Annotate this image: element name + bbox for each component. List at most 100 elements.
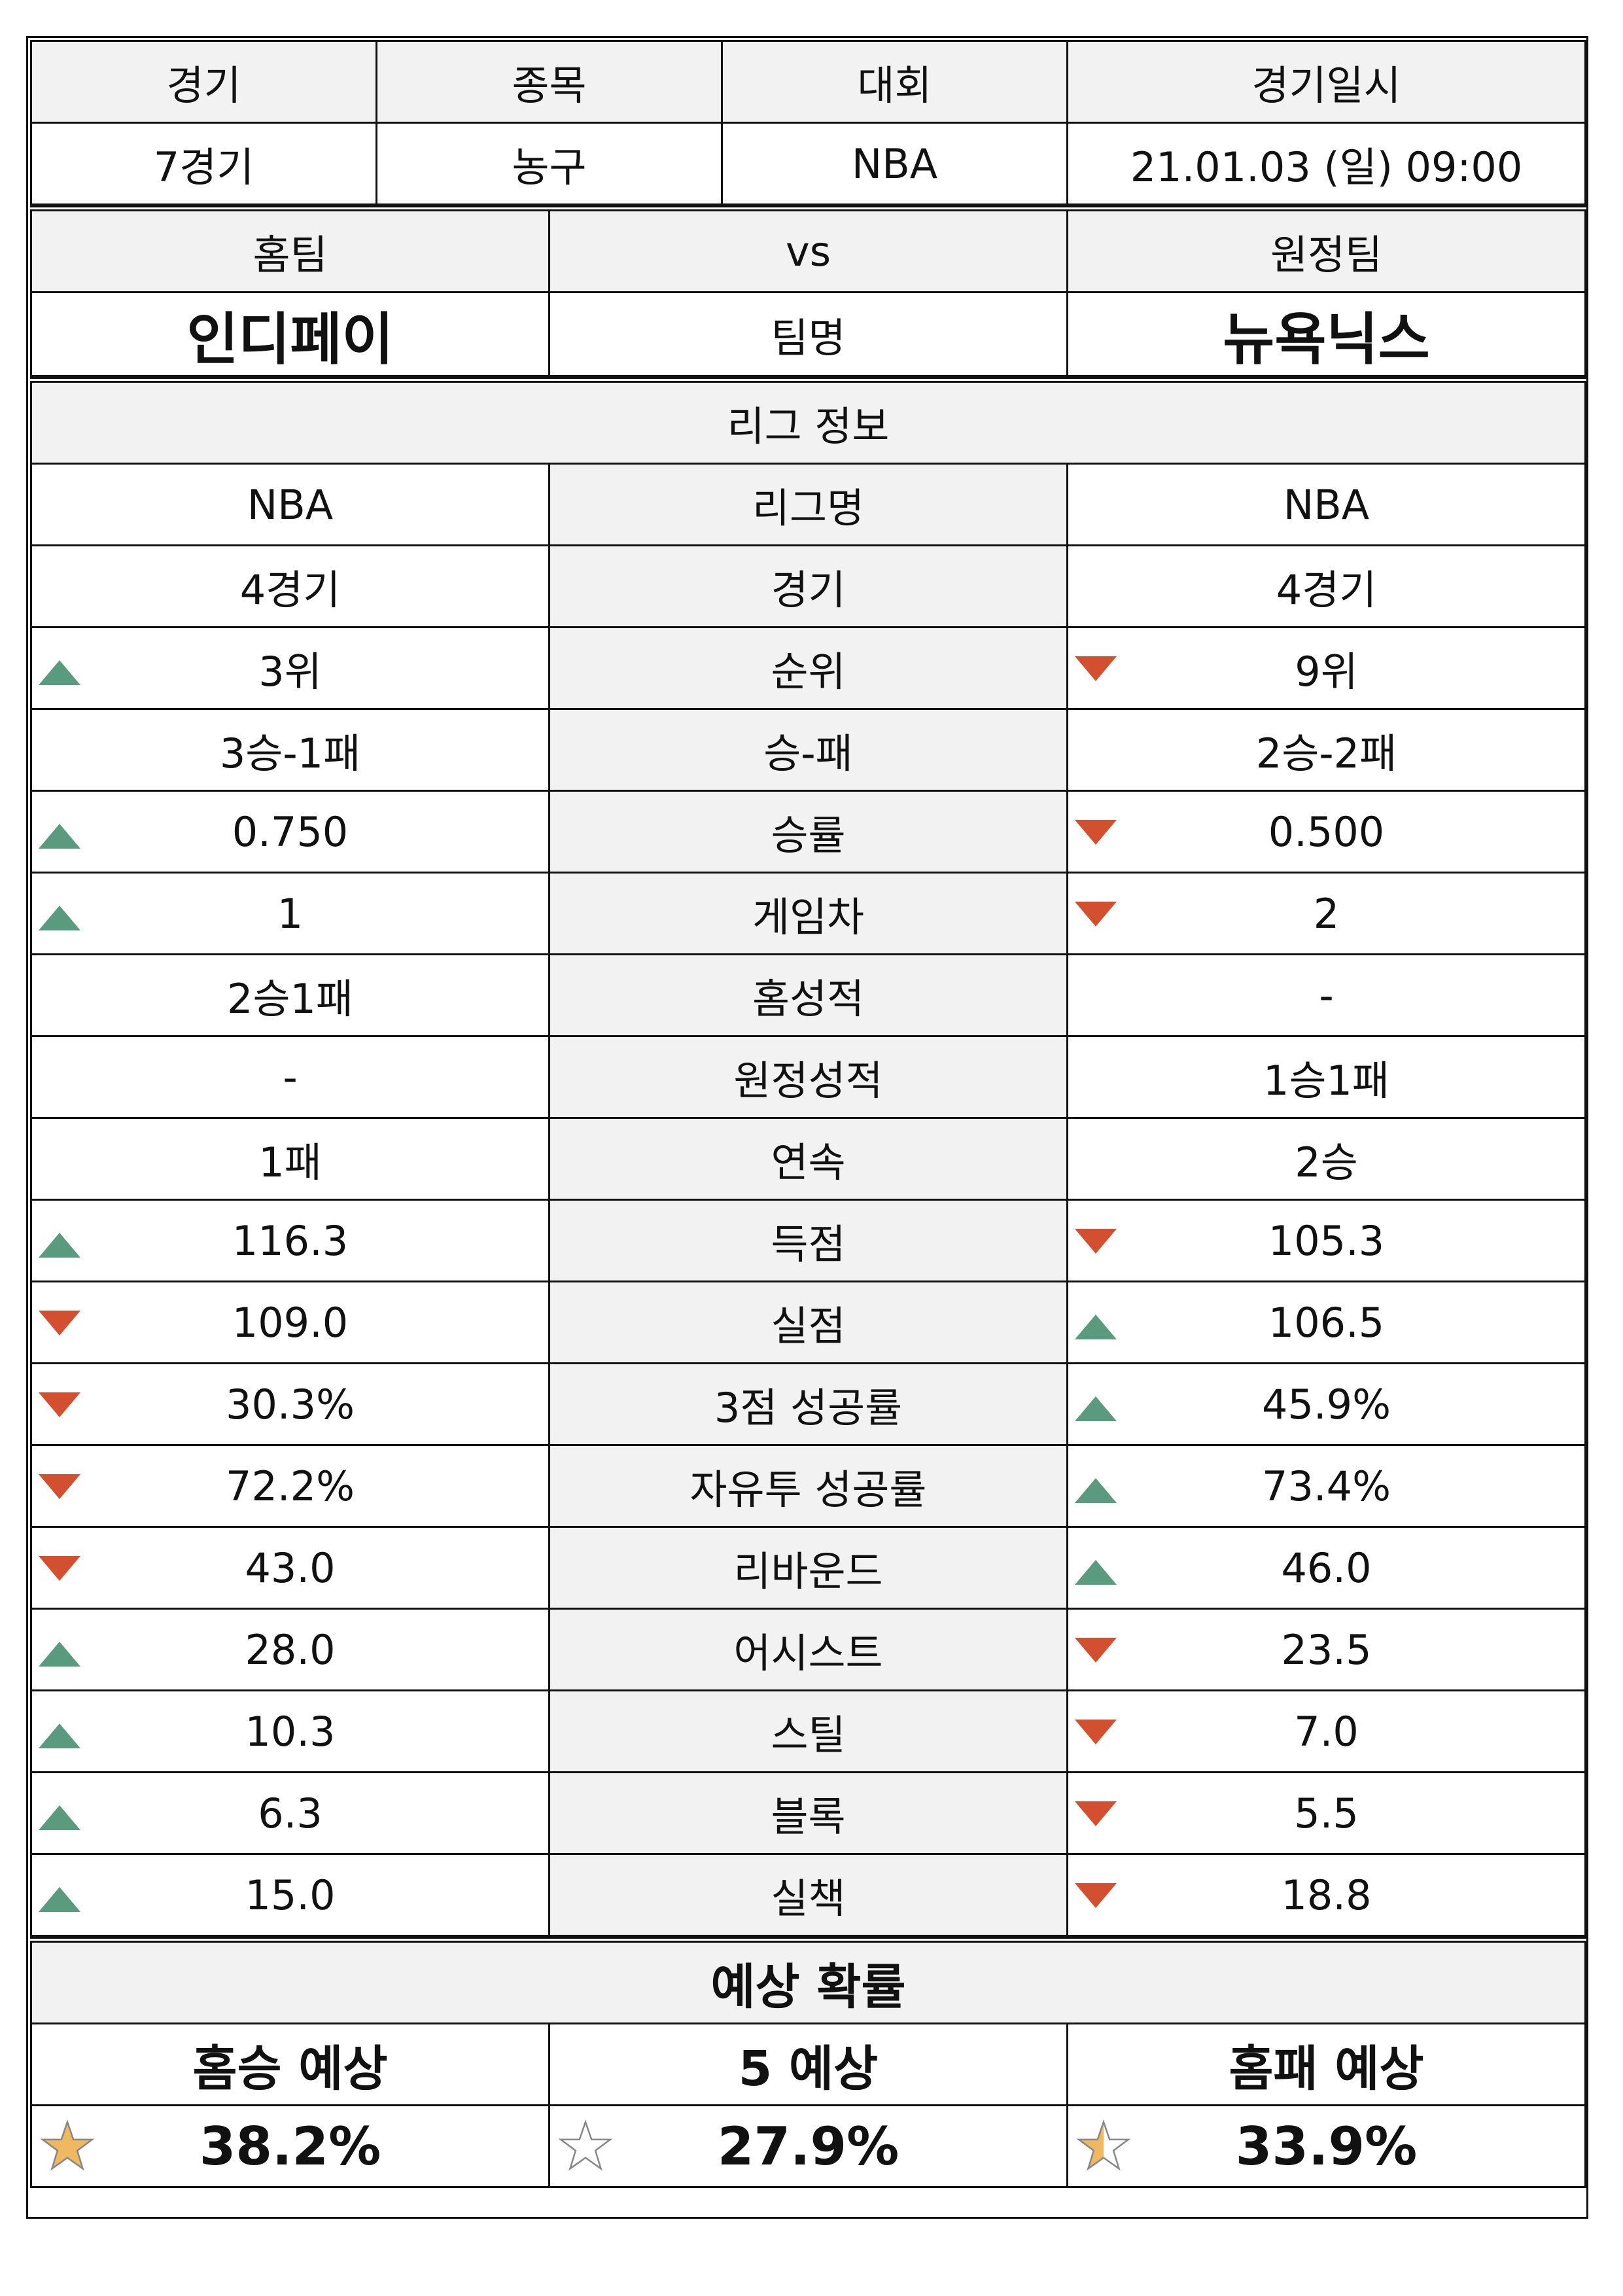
star-shape — [40, 2119, 95, 2171]
star-full-svg — [40, 2119, 95, 2171]
home-stat-cell: 4경기 — [30, 544, 550, 628]
away-stat-value: 73.4% — [1262, 1462, 1391, 1510]
sport-header: 종목 — [375, 40, 723, 124]
triangle-down-icon — [1075, 1638, 1117, 1663]
triangle-down-icon — [1075, 902, 1117, 927]
home-stat-value: 72.2% — [226, 1462, 355, 1510]
stat-label: 어시스트 — [548, 1608, 1068, 1691]
home-win-probability: 38.2% — [199, 2115, 381, 2177]
star-shape — [558, 2119, 613, 2171]
home-stat-cell: 3승-1패 — [30, 708, 550, 792]
home-stat-cell: 10.3 — [30, 1689, 550, 1773]
teams-name-row: 인디페이 팀명 뉴욕닉스 — [30, 291, 1586, 377]
away-stat-value: 105.3 — [1268, 1216, 1385, 1265]
away-stat-cell: 7.0 — [1066, 1689, 1586, 1773]
stat-label: 경기 — [548, 544, 1068, 628]
league-info-title: 리그 정보 — [30, 377, 1586, 465]
match-datetime: 21.01.03 (일) 09:00 — [1066, 122, 1586, 205]
triangle-down-icon — [1075, 1883, 1117, 1908]
triangle-down-icon — [1075, 656, 1117, 681]
triangle-up-icon — [39, 1887, 80, 1912]
stat-label: 자유투 성공률 — [548, 1444, 1068, 1528]
league-row: 6.3 블록 5.5 — [30, 1771, 1586, 1855]
triangle-up-icon — [1075, 1315, 1117, 1339]
stat-label: 승률 — [548, 790, 1068, 874]
league-title-row: 리그 정보 — [30, 377, 1586, 465]
stat-label: 스틸 — [548, 1689, 1068, 1773]
away-stat-value: 106.5 — [1268, 1298, 1385, 1347]
triangle-down-icon — [39, 1392, 80, 1417]
away-stat-cell: 73.4% — [1066, 1444, 1586, 1528]
prediction-title: 예상 확률 — [29, 1937, 1587, 2024]
league-row: 0.750 승률 0.500 — [30, 790, 1586, 874]
away-stat-cell: 46.0 — [1066, 1526, 1586, 1610]
triangle-down-icon — [39, 1311, 80, 1335]
league-row: 30.3% 3점 성공률 45.9% — [30, 1362, 1586, 1446]
home-loss-label: 홈패 예상 — [1066, 2022, 1587, 2106]
home-stat-cell: - — [30, 1035, 550, 1119]
home-stat-value: 3위 — [258, 648, 322, 696]
away-stat-cell: 5.5 — [1066, 1771, 1586, 1855]
match-number-header: 경기 — [30, 40, 377, 124]
vs-label: vs — [548, 205, 1068, 293]
away-stat-cell: 105.3 — [1066, 1199, 1586, 1282]
league-row: 15.0 실책 18.8 — [30, 1853, 1586, 1937]
competition: NBA — [721, 122, 1068, 205]
stat-label: 순위 — [548, 626, 1068, 710]
stat-label: 연속 — [548, 1117, 1068, 1201]
star-empty-svg — [558, 2119, 613, 2171]
away-stat-cell: 9위 — [1066, 626, 1586, 710]
league-row: 109.0 실점 106.5 — [30, 1280, 1586, 1364]
sport: 농구 — [375, 122, 723, 205]
teams-header-row: 홈팀 vs 원정팀 — [30, 205, 1586, 293]
match-value-row: 7경기 농구 NBA 21.01.03 (일) 09:00 — [30, 122, 1586, 205]
home-win-label: 홈승 예상 — [30, 2022, 550, 2106]
away-stat-value: 5.5 — [1294, 1789, 1359, 1837]
home-stat-cell: 2승1패 — [30, 953, 550, 1037]
home-stat-value: 1 — [277, 889, 304, 938]
triangle-up-icon — [39, 1723, 80, 1748]
league-row: - 원정성적 1승1패 — [30, 1035, 1586, 1119]
away-stat-cell: 2 — [1066, 872, 1586, 955]
match-header-row: 경기 종목 대회 경기일시 — [30, 40, 1586, 124]
triangle-up-icon — [39, 1233, 80, 1258]
team-name-label: 팀명 — [548, 291, 1068, 377]
prediction-title-row: 예상 확률 — [29, 1937, 1587, 2024]
away-stat-value: 4경기 — [1276, 566, 1377, 614]
home-loss-cell: 33.9% — [1066, 2104, 1587, 2188]
home-stat-cell: 30.3% — [30, 1362, 550, 1446]
away-stat-value: 1승1패 — [1263, 1057, 1389, 1104]
match-analysis-sheet: 경기 종목 대회 경기일시 7경기 농구 NBA 21.01.03 (일) 09… — [29, 40, 1587, 2188]
away-stat-cell: - — [1066, 953, 1586, 1037]
home-stat-cell: 72.2% — [30, 1444, 550, 1528]
home-stat-cell: NBA — [30, 463, 550, 546]
home-stat-cell: 0.750 — [30, 790, 550, 874]
home-stat-value: 1패 — [258, 1139, 322, 1186]
stat-label: 원정성적 — [548, 1035, 1068, 1119]
stat-label: 리바운드 — [548, 1526, 1068, 1610]
away-stat-cell: 0.500 — [1066, 790, 1586, 874]
home-stat-value: - — [283, 1053, 298, 1101]
draw-label: 5 예상 — [548, 2022, 1068, 2106]
match-info-table: 경기 종목 대회 경기일시 7경기 농구 NBA 21.01.03 (일) 09… — [30, 40, 1586, 205]
away-stat-cell: 45.9% — [1066, 1362, 1586, 1446]
triangle-down-icon — [39, 1474, 80, 1499]
away-stat-value: 9위 — [1295, 648, 1358, 696]
triangle-up-icon — [39, 824, 80, 849]
away-stat-value: - — [1319, 971, 1334, 1019]
home-stat-cell: 28.0 — [30, 1608, 550, 1691]
home-stat-cell: 3위 — [30, 626, 550, 710]
triangle-up-icon — [1075, 1560, 1117, 1585]
away-stat-value: 2 — [1313, 889, 1340, 938]
away-stat-cell: 18.8 — [1066, 1853, 1586, 1937]
league-row: NBA 리그명 NBA — [30, 463, 1586, 546]
home-stat-value: 116.3 — [232, 1216, 349, 1265]
home-stat-cell: 1패 — [30, 1117, 550, 1201]
home-stat-value: 30.3% — [226, 1380, 355, 1428]
stat-label: 홈성적 — [548, 953, 1068, 1037]
away-stat-cell: 4경기 — [1066, 544, 1586, 628]
home-stat-cell: 116.3 — [30, 1199, 550, 1282]
league-row: 10.3 스틸 7.0 — [30, 1689, 1586, 1773]
home-stat-cell: 109.0 — [30, 1280, 550, 1364]
stat-label: 리그명 — [548, 463, 1068, 546]
